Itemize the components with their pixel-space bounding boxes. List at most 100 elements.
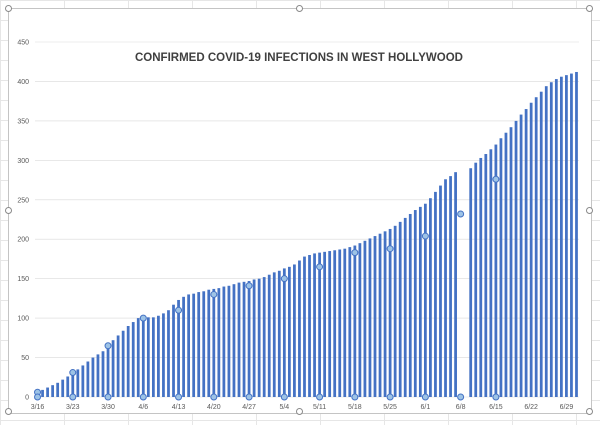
chart-title: CONFIRMED COVID-19 INFECTIONS IN WEST HO… xyxy=(135,52,463,64)
bar xyxy=(363,240,367,397)
bar xyxy=(187,294,191,397)
bar xyxy=(554,79,558,398)
resize-handle-top-left[interactable] xyxy=(5,5,12,12)
x-tick-label: 4/6 xyxy=(138,404,148,411)
x-tick-label: 4/20 xyxy=(207,404,221,411)
x-tick-label: 4/13 xyxy=(172,404,186,411)
bar xyxy=(197,292,201,397)
bar xyxy=(318,252,321,397)
y-tick-label: 450 xyxy=(17,40,29,47)
bar xyxy=(323,251,327,397)
bar xyxy=(157,315,160,397)
bar xyxy=(282,268,286,397)
bar xyxy=(101,351,105,397)
bar xyxy=(227,285,231,397)
data-point-marker[interactable] xyxy=(421,232,429,240)
x-tick-label: 5/25 xyxy=(383,404,397,411)
bar xyxy=(287,266,291,397)
x-tick-label: 4/27 xyxy=(242,404,256,411)
resize-handle-bottom[interactable] xyxy=(296,408,303,415)
bar xyxy=(257,278,261,397)
resize-handle-bottom-right[interactable] xyxy=(586,408,593,415)
bar xyxy=(489,149,493,397)
bar xyxy=(126,326,130,397)
x-tick-label: 5/18 xyxy=(348,404,362,411)
data-markers xyxy=(34,175,500,401)
bar xyxy=(388,228,392,397)
bar xyxy=(358,243,362,397)
bar xyxy=(267,274,271,397)
resize-handle-top[interactable] xyxy=(296,5,303,12)
baseline-marker[interactable] xyxy=(104,393,112,401)
bar xyxy=(509,127,513,397)
bar xyxy=(41,389,44,397)
bar xyxy=(565,75,568,397)
bar xyxy=(272,272,276,397)
bar xyxy=(429,198,432,397)
data-point-marker[interactable] xyxy=(280,275,288,283)
chart-frame[interactable]: 0 50 100 150 200 250 300 350 400 450 3/16 3/23 3/30… xyxy=(5,5,593,415)
bar xyxy=(539,91,543,397)
data-point-marker[interactable] xyxy=(316,263,324,271)
bar xyxy=(479,157,483,397)
data-point-marker[interactable] xyxy=(104,342,112,350)
bar xyxy=(242,281,246,397)
bar xyxy=(252,279,256,397)
data-point-marker[interactable] xyxy=(351,249,359,257)
baseline-marker[interactable] xyxy=(386,393,394,401)
data-point-marker[interactable] xyxy=(386,245,394,253)
baseline-marker[interactable] xyxy=(351,393,359,401)
resize-handle-bottom-left[interactable] xyxy=(5,408,12,415)
bar xyxy=(499,138,503,397)
baseline-marker[interactable] xyxy=(280,393,288,401)
bar xyxy=(484,154,488,397)
baseline-marker[interactable] xyxy=(139,393,147,401)
bar xyxy=(348,247,352,397)
bar xyxy=(308,255,311,397)
y-tick-label: 200 xyxy=(17,237,29,244)
baseline-marker[interactable] xyxy=(421,393,429,401)
bar xyxy=(559,76,563,397)
data-point-marker[interactable] xyxy=(69,369,77,377)
x-tick-label: 6/29 xyxy=(560,404,574,411)
baseline-marker[interactable] xyxy=(34,393,42,401)
data-point-marker[interactable] xyxy=(492,175,500,183)
resize-handle-right[interactable] xyxy=(586,207,593,214)
baseline-marker[interactable] xyxy=(210,393,218,401)
bar xyxy=(449,176,452,397)
data-point-marker[interactable] xyxy=(210,290,218,298)
resize-handle-top-right[interactable] xyxy=(586,5,593,12)
data-point-marker[interactable] xyxy=(175,306,183,314)
bar xyxy=(277,270,281,397)
x-tick-label: 6/1 xyxy=(421,404,431,411)
baseline-marker[interactable] xyxy=(69,393,77,401)
bar xyxy=(141,316,145,397)
baseline-marker[interactable] xyxy=(245,393,253,401)
y-tick-label: 150 xyxy=(17,276,29,283)
data-point-marker[interactable] xyxy=(457,210,465,218)
data-point-marker[interactable] xyxy=(245,282,253,290)
bar xyxy=(534,97,538,397)
x-tick-label: 6/8 xyxy=(456,404,466,411)
bar xyxy=(167,310,170,397)
bar xyxy=(454,172,457,397)
chart-svg: 0 50 100 150 200 250 300 350 400 450 3/16 3/23 3/30… xyxy=(17,40,579,411)
baseline-marker[interactable] xyxy=(492,393,500,401)
bar xyxy=(217,288,221,397)
bar xyxy=(56,382,60,397)
baseline-marker[interactable] xyxy=(175,393,183,401)
x-axis-ticks: 3/16 3/23 3/30 4/6 4/13 4/20 4/27 5/4 5/11 5/18 5/… xyxy=(31,404,574,411)
resize-handle-left[interactable] xyxy=(5,207,12,214)
data-point-marker[interactable] xyxy=(139,314,147,322)
baseline-marker[interactable] xyxy=(316,393,324,401)
bar xyxy=(343,248,347,397)
bar xyxy=(151,317,155,397)
gridlines xyxy=(35,41,579,398)
bar xyxy=(383,231,387,397)
bar xyxy=(207,289,211,397)
bar xyxy=(504,132,508,397)
bar xyxy=(353,245,357,397)
bar xyxy=(111,340,115,397)
x-tick-label: 3/30 xyxy=(101,404,115,411)
baseline-marker[interactable] xyxy=(457,393,465,401)
